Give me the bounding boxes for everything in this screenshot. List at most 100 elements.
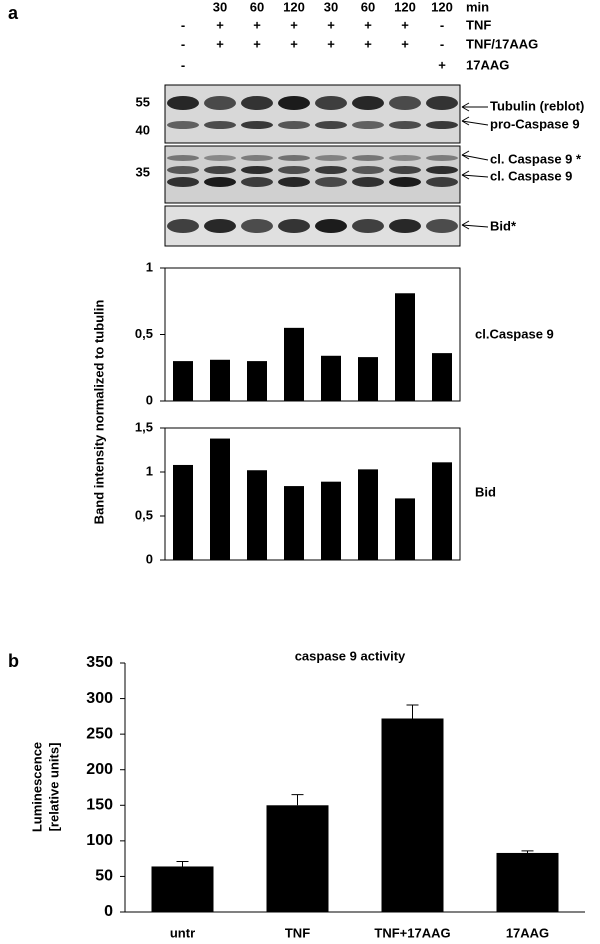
blot-band (352, 96, 384, 110)
error-bar (176, 860, 189, 867)
y-tick-label: 250 (86, 725, 113, 742)
bar (266, 805, 329, 912)
y-tick-label: 0 (104, 903, 113, 920)
y-tick-label: 50 (95, 868, 113, 885)
blot-band (278, 166, 310, 174)
blot-band (389, 155, 421, 161)
series-label: cl.Caspase 9 (475, 326, 554, 341)
arrow-head (461, 116, 470, 126)
lane-label: + (327, 36, 335, 51)
y-tick-label: 1 (146, 463, 153, 478)
marker-label: 55 (136, 94, 150, 109)
band-label: Tubulin (reblot) (490, 98, 584, 113)
arrow (461, 174, 489, 178)
bar (284, 327, 304, 401)
marker-label: 35 (136, 164, 150, 179)
y-tick-label: 150 (86, 797, 113, 814)
arrow (461, 120, 489, 126)
blot-band (167, 155, 199, 161)
lane-label: - (181, 36, 185, 51)
y-tick-label: 200 (86, 761, 113, 778)
series-label: Bid (475, 484, 496, 499)
lane-label: - (181, 17, 185, 32)
blot-band (278, 219, 310, 233)
blot-frame (164, 145, 461, 204)
blot-band (204, 177, 236, 187)
bar (210, 359, 230, 401)
bar (173, 361, 193, 401)
error-bar (521, 850, 534, 853)
y-tick-label: 1,5 (135, 419, 153, 434)
lane-label: 120 (431, 0, 453, 14)
arrow-head (461, 170, 470, 180)
blot-band (278, 121, 310, 129)
bar (381, 718, 444, 912)
y-tick-label: 0,5 (135, 326, 153, 341)
blot-band (426, 219, 458, 233)
blot-band (389, 219, 421, 233)
lane-label: + (438, 57, 446, 72)
blot-band (167, 121, 199, 129)
lane-label: 120 (394, 0, 416, 14)
blot-band (241, 96, 273, 110)
panel-label: b (8, 651, 19, 671)
y-tick-label: 300 (86, 690, 113, 707)
y-axis-label: Band intensity normalized to tubulin (91, 300, 106, 525)
x-tick-label: 17AAG (506, 925, 549, 940)
bar (432, 353, 452, 401)
plot-frame (164, 267, 461, 402)
blot-band (204, 219, 236, 233)
y-tick-label: 350 (86, 654, 113, 671)
blot-band (352, 121, 384, 129)
blot-band (167, 219, 199, 233)
blot-band (241, 166, 273, 174)
blot-band (315, 155, 347, 161)
lane-label: + (253, 17, 261, 32)
blot-band (315, 177, 347, 187)
y-tick-label: 0 (146, 392, 153, 407)
blot-band (389, 96, 421, 110)
bar (321, 355, 341, 401)
blot-band (315, 96, 347, 110)
blot-band (278, 96, 310, 110)
lane-label: - (440, 17, 444, 32)
lane-label: + (364, 36, 372, 51)
x-tick-label: untr (170, 925, 195, 940)
lane-label: 60 (361, 0, 375, 14)
blot-band (352, 155, 384, 161)
blot-band (241, 219, 273, 233)
bar (321, 481, 341, 560)
blot-band (241, 121, 273, 129)
blot-band (426, 96, 458, 110)
band-label: pro-Caspase 9 (490, 116, 580, 131)
y-tick-label: 100 (86, 832, 113, 849)
blot-band (204, 155, 236, 161)
x-tick-label: TNF+17AAG (374, 925, 450, 940)
band-label: cl. Caspase 9 (490, 168, 572, 183)
blot-band (204, 96, 236, 110)
row-label: min (466, 0, 489, 14)
bar (358, 469, 378, 560)
y-tick-label: 0,5 (135, 507, 153, 522)
lane-label: 30 (213, 0, 227, 14)
band-label: cl. Caspase 9 * (490, 151, 582, 166)
blot-band (389, 166, 421, 174)
bar (173, 464, 193, 560)
lane-label: + (401, 36, 409, 51)
panel-label: a (8, 3, 19, 23)
blot-band (167, 96, 199, 110)
marker-label: 40 (136, 122, 150, 137)
blot-band (352, 166, 384, 174)
row-label: TNF/17AAG (466, 36, 538, 51)
blot-band (241, 155, 273, 161)
bar (395, 293, 415, 401)
lane-label: + (290, 36, 298, 51)
arrow (461, 224, 489, 228)
arrow-head (461, 102, 470, 112)
bar (358, 357, 378, 401)
blot-band (278, 177, 310, 187)
arrow-head (461, 150, 470, 160)
blot-band (167, 177, 199, 187)
blot-band (315, 166, 347, 174)
blot-band (278, 155, 310, 161)
